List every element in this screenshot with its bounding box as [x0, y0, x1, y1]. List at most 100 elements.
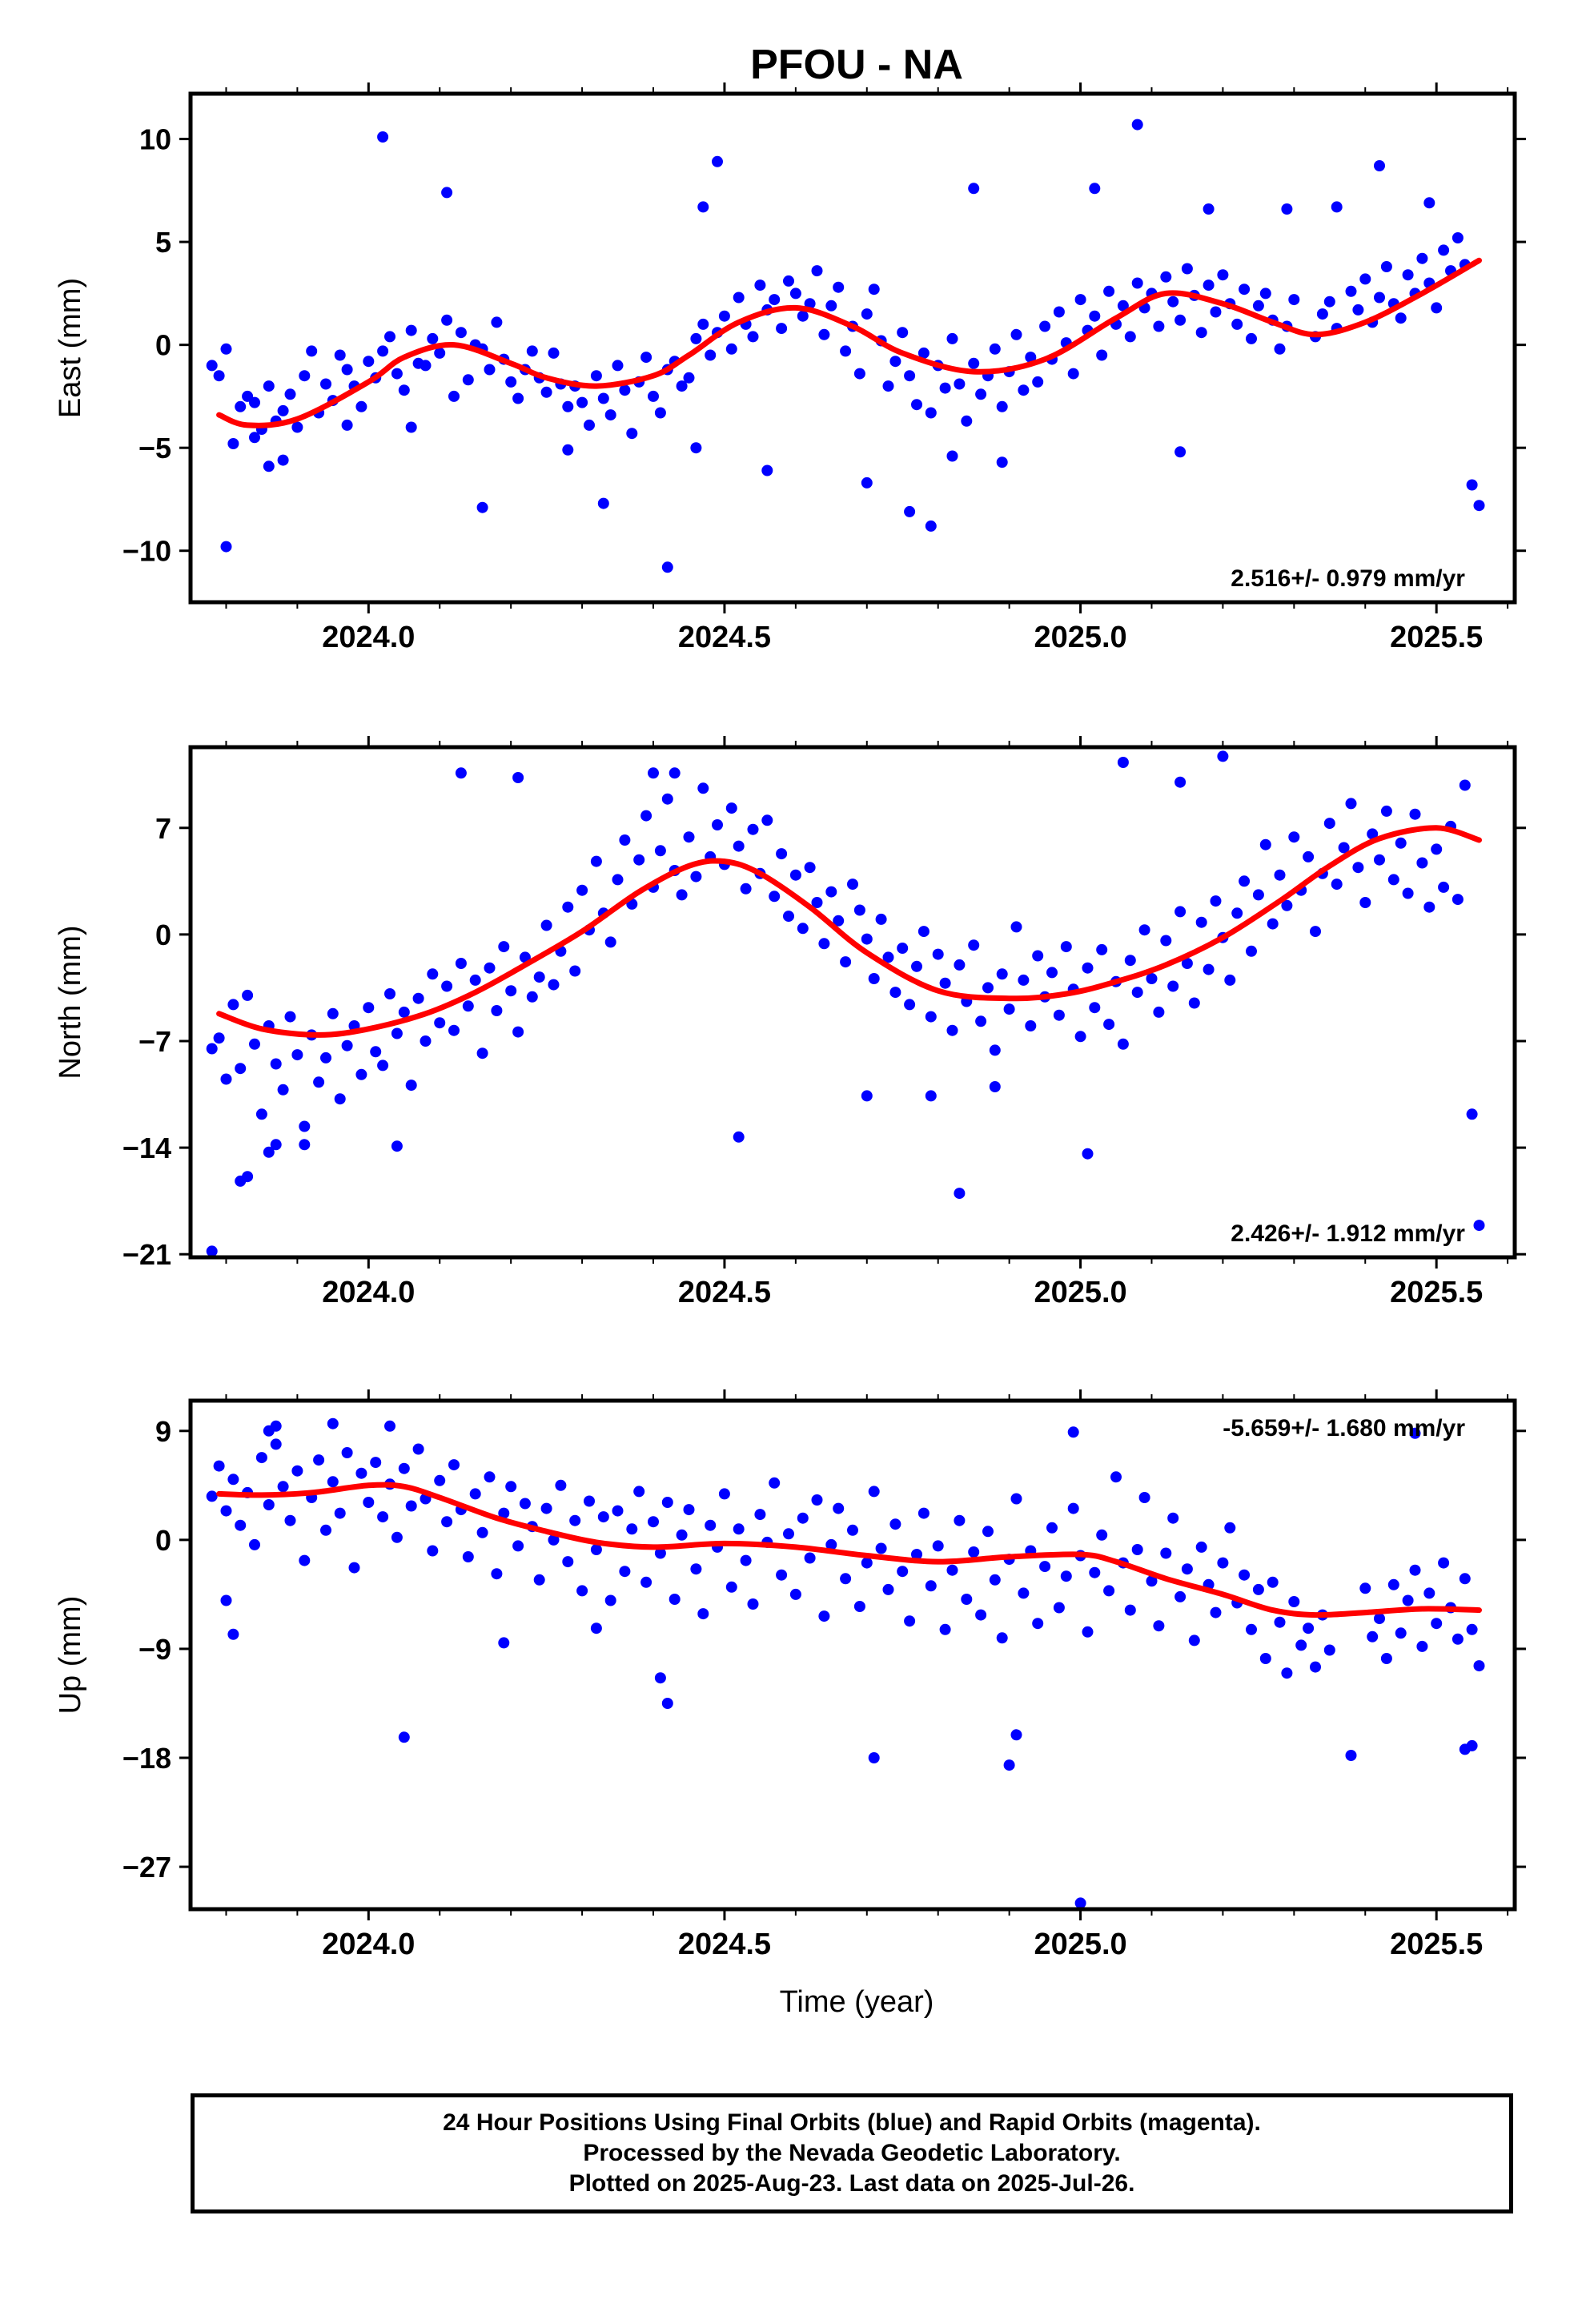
- north-data-point: [833, 915, 845, 927]
- up-data-point: [427, 1545, 439, 1557]
- east-data-point: [968, 183, 980, 195]
- up-data-point: [1409, 1564, 1421, 1576]
- east-data-point: [1089, 310, 1101, 322]
- up-data-point: [853, 1601, 865, 1612]
- north-data-point: [1387, 874, 1399, 886]
- north-data-point: [882, 951, 894, 963]
- east-data-point: [1431, 302, 1443, 314]
- up-data-point: [1146, 1575, 1158, 1587]
- up-data-point: [1295, 1639, 1307, 1651]
- up-data-point: [227, 1628, 239, 1640]
- east-data-point: [291, 421, 303, 433]
- east-data-point: [249, 432, 260, 444]
- east-data-point: [206, 360, 218, 372]
- north-data-point: [1259, 838, 1271, 850]
- east-data-point: [420, 360, 432, 372]
- north-data-point: [761, 814, 773, 826]
- up-data-point: [917, 1507, 930, 1519]
- east-data-point: [676, 380, 688, 392]
- east-data-point: [1174, 314, 1186, 326]
- east-data-point: [1067, 368, 1079, 380]
- east-data-point: [334, 349, 346, 361]
- up-data-point: [1267, 1576, 1279, 1588]
- north-data-point: [1153, 1006, 1165, 1018]
- north-data-point: [420, 1035, 432, 1047]
- up-data-point: [1423, 1587, 1435, 1599]
- up-data-point: [1110, 1471, 1122, 1483]
- up-data-point: [249, 1538, 260, 1550]
- up-data-point: [590, 1622, 602, 1634]
- north-data-point: [320, 1051, 331, 1063]
- up-axis-title: Up (mm): [54, 1596, 87, 1715]
- east-data-point: [1416, 252, 1428, 264]
- up-data-point: [405, 1500, 417, 1512]
- north-data-point: [341, 1039, 353, 1051]
- north-data-point: [1374, 854, 1385, 866]
- north-data-point: [391, 1027, 403, 1039]
- north-data-point: [1018, 974, 1030, 986]
- east-data-point: [512, 392, 524, 404]
- up-data-point: [932, 1540, 944, 1552]
- north-data-point: [811, 897, 823, 908]
- east-data-point: [833, 281, 845, 293]
- up-data-point: [1046, 1522, 1058, 1534]
- north-data-point: [1323, 818, 1335, 830]
- east-xtick-label: 2024.0: [322, 621, 415, 654]
- north-data-point: [590, 855, 602, 867]
- east-data-point: [398, 384, 410, 396]
- north-data-point: [1210, 895, 1222, 907]
- up-data-point: [277, 1481, 289, 1493]
- north-data-point: [498, 941, 510, 953]
- north-plot-frame: [188, 745, 1517, 1260]
- north-data-point: [462, 1000, 474, 1012]
- east-data-point: [1203, 279, 1215, 292]
- x-axis-title: Time (year): [780, 1985, 934, 2019]
- up-data-point: [1466, 1623, 1478, 1635]
- east-data-point: [797, 310, 809, 322]
- east-axis-title: East (mm): [54, 278, 87, 418]
- north-data-point: [1331, 879, 1343, 891]
- north-data-point: [1082, 1148, 1094, 1160]
- north-data-point: [1338, 842, 1350, 854]
- north-data-point: [661, 793, 673, 805]
- east-data-point: [917, 347, 930, 359]
- up-data-point: [270, 1420, 282, 1432]
- processing-info-box: 24 Hour Positions Using Final Orbits (bl…: [191, 2093, 1513, 2213]
- north-data-point: [1046, 967, 1058, 979]
- east-data-point: [925, 520, 937, 532]
- east-data-point: [1195, 327, 1207, 339]
- north-data-point: [640, 810, 652, 822]
- east-data-point: [377, 131, 389, 143]
- up-data-point: [299, 1554, 311, 1566]
- north-data-point: [1003, 1003, 1015, 1015]
- east-data-point: [654, 407, 666, 419]
- figure-title: PFOU - NA: [750, 42, 963, 88]
- north-data-point: [562, 901, 574, 913]
- up-data-point: [1210, 1606, 1222, 1618]
- up-points: [206, 1417, 1485, 1909]
- up-data-point: [1131, 1544, 1143, 1555]
- east-data-point: [299, 370, 311, 382]
- up-data-point: [747, 1598, 759, 1610]
- up-data-point: [847, 1524, 858, 1536]
- east-data-point: [1096, 349, 1108, 361]
- up-data-point: [519, 1498, 531, 1510]
- east-data-point: [754, 279, 766, 292]
- east-data-point: [1345, 285, 1357, 297]
- east-data-point: [612, 360, 624, 372]
- up-data-point: [341, 1447, 353, 1458]
- north-data-point: [1174, 906, 1186, 918]
- north-data-point: [690, 870, 702, 883]
- east-data-point: [1217, 269, 1229, 281]
- east-data-point: [1259, 287, 1271, 300]
- east-data-point: [427, 332, 439, 344]
- up-data-point: [1402, 1594, 1414, 1606]
- up-data-point: [1359, 1582, 1371, 1594]
- north-data-point: [213, 1032, 225, 1044]
- east-data-point: [776, 323, 788, 335]
- up-data-point: [220, 1594, 232, 1606]
- east-plot-frame: [188, 91, 1517, 605]
- up-data-point: [227, 1474, 239, 1486]
- north-data-point: [954, 1188, 966, 1200]
